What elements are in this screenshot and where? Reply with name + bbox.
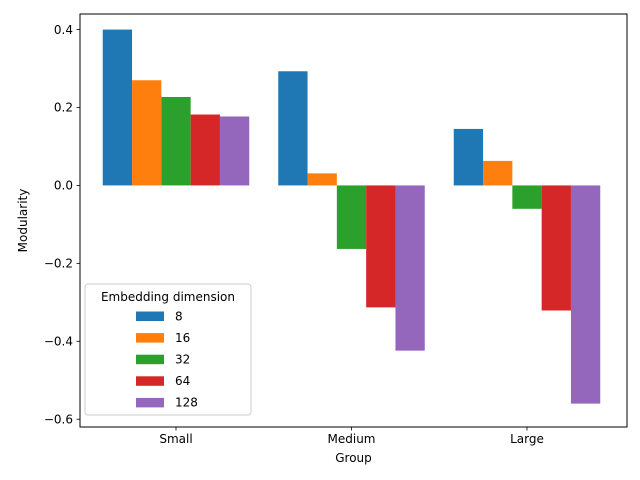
x-tick-label: Large <box>510 432 544 446</box>
legend-label-16: 16 <box>175 331 190 345</box>
bar-large-16 <box>483 160 513 186</box>
bar-medium-8 <box>278 71 308 186</box>
legend-swatch-16 <box>136 333 164 343</box>
legend-entries: 8 16 32 64 128 <box>136 309 198 410</box>
bar-large-32 <box>512 185 542 209</box>
bar-small-32 <box>161 96 191 186</box>
x-axis-label: Group <box>335 451 372 465</box>
bar-medium-64 <box>366 185 396 308</box>
y-tick-label: 0.2 <box>54 101 73 115</box>
bar-small-64 <box>190 114 220 186</box>
legend-label-64: 64 <box>175 374 190 388</box>
legend-swatch-128 <box>136 397 164 408</box>
x-axis: Small Medium Large <box>159 427 544 446</box>
x-tick-label: Small <box>159 432 192 446</box>
y-tick-label: −0.4 <box>44 334 73 348</box>
bar-large-8 <box>453 128 484 186</box>
legend-frame <box>84 283 252 416</box>
legend-swatch-8 <box>136 311 164 321</box>
bar-medium-16 <box>307 173 337 186</box>
legend-label-8: 8 <box>175 309 183 323</box>
legend: Embedding dimension 8 16 32 64 128 <box>84 283 252 416</box>
legend-title: Embedding dimension <box>101 290 235 304</box>
y-tick-label: −0.2 <box>44 257 73 271</box>
bar-small-16 <box>132 80 162 186</box>
y-tick-label: 0.0 <box>54 179 73 193</box>
bar-large-128 <box>570 185 601 404</box>
y-axis-label: Modularity <box>16 189 30 253</box>
legend-label-32: 32 <box>175 353 190 367</box>
bar-medium-128 <box>395 185 425 351</box>
bar-medium-32 <box>336 185 367 249</box>
bar-small-128 <box>219 116 250 186</box>
bars-group <box>102 29 601 404</box>
bar-large-64 <box>541 185 571 311</box>
y-axis: −0.6 −0.4 −0.2 0.0 0.2 0.4 <box>44 23 80 426</box>
y-tick-label: 0.4 <box>54 23 73 37</box>
y-tick-label: −0.6 <box>44 412 73 426</box>
x-tick-label: Medium <box>328 432 376 446</box>
plot-frame <box>79 13 628 428</box>
legend-swatch-64 <box>136 376 164 386</box>
legend-swatch-32 <box>136 354 164 365</box>
bar-small-8 <box>102 29 133 186</box>
legend-label-128: 128 <box>175 396 198 410</box>
